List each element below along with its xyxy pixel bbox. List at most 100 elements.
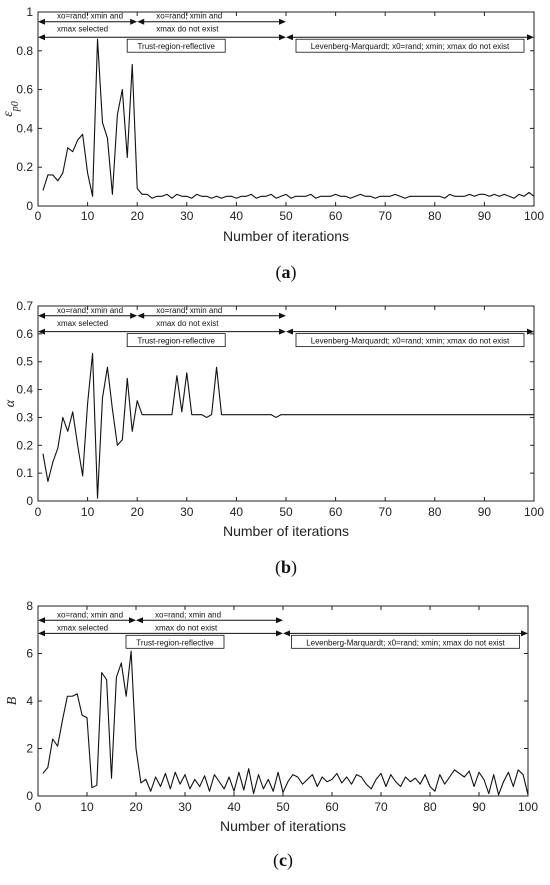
phase1-label-line2: xmax selected: [57, 319, 108, 328]
arrow-phase2-head-left: [136, 617, 143, 624]
phase2-label-line2: xmax do not exist: [155, 623, 218, 632]
chart-caption: (b): [275, 557, 297, 578]
phase1-label-line1: xo=rand; xmin and: [57, 306, 123, 315]
series-line: [42, 650, 529, 796]
y-tick-label: 0.4: [16, 121, 33, 135]
y-tick-label: 0.1: [16, 466, 33, 480]
y-tick-label: 0.2: [16, 438, 33, 452]
x-tick-label: 70: [379, 505, 393, 519]
phase2-label-line2: xmax do not exist: [156, 319, 219, 328]
arrow-phase3-head-left: [38, 34, 45, 41]
x-tick-label: 0: [35, 505, 42, 519]
phase2-label-line1: xo=rand; xmin and: [156, 306, 222, 315]
phase4-label: Levenberg-Marquardt; x0=rand; xmin; xmax…: [311, 337, 510, 346]
caption-paren-open: (: [276, 262, 282, 283]
y-tick-label: 0.4: [16, 383, 33, 397]
arrow-phase3-head-left: [38, 630, 45, 637]
y-axis-label-main: ε: [1, 111, 16, 117]
series-line: [42, 38, 535, 199]
x-tick-label: 90: [472, 800, 486, 814]
x-tick-label: 30: [180, 505, 194, 519]
arrow-phase2-head-right: [279, 18, 286, 25]
arrow-phase3-head-right: [279, 34, 286, 41]
phase1-label-line2: xmax selected: [57, 25, 108, 34]
arrow-phase1-head-right: [130, 18, 138, 25]
x-tick-label: 80: [423, 800, 437, 814]
x-tick-label: 20: [131, 505, 145, 519]
y-tick-label: 0: [26, 199, 33, 213]
arrow-phase4-head-left: [286, 328, 293, 335]
phase1-label-line1: xo=rand; xmin and: [57, 12, 123, 21]
caption-letter: c: [279, 850, 287, 870]
caption-letter: b: [281, 557, 291, 577]
x-tick-label: 10: [81, 505, 95, 519]
y-tick-label: 0: [26, 789, 33, 803]
x-tick-label: 30: [178, 800, 192, 814]
x-tick-label: 40: [227, 800, 241, 814]
phase2-label-line2: xmax do not exist: [156, 25, 219, 34]
arrow-phase3-head-left: [38, 328, 45, 335]
x-tick-label: 80: [428, 505, 442, 519]
phase3-label: Trust-region-reflective: [136, 638, 214, 647]
arrow-phase3-head-right: [279, 328, 286, 335]
y-tick-label: 0.8: [16, 44, 33, 58]
x-tick-label: 80: [428, 209, 442, 223]
phase1-label-line1: xo=rand; xmin and: [57, 610, 123, 619]
caption-paren-open: (: [275, 557, 281, 578]
x-tick-label: 20: [131, 209, 145, 223]
x-tick-label: 70: [374, 800, 388, 814]
x-tick-label: 70: [379, 209, 393, 223]
x-tick-label: 90: [478, 209, 492, 223]
caption-letter: a: [282, 262, 291, 282]
phase4-label-box: [295, 333, 525, 348]
arrow-phase1-head-right: [130, 312, 138, 319]
arrow-phase4-head-left: [286, 34, 293, 41]
x-tick-label: 20: [129, 800, 143, 814]
y-tick-label: 0.6: [16, 327, 33, 341]
x-tick-label: 60: [329, 505, 343, 519]
x-tick-label: 0: [35, 209, 42, 223]
y-axis-label: α: [3, 399, 18, 407]
x-tick-label: 50: [279, 505, 293, 519]
phase1-label-line2: xmax selected: [57, 623, 108, 632]
phase3-label: Trust-region-reflective: [137, 42, 215, 51]
x-axis-label: Number of iterations: [220, 818, 346, 834]
x-tick-label: 60: [325, 800, 339, 814]
chart-c: 0 10 20 30 40 50 60 70 80 90 100 0 2 4 6 8 Number of ite…: [5, 599, 538, 871]
phase4-label: Levenberg-Marquardt; x0=rand; xmin; xmax…: [306, 638, 505, 647]
x-tick-label: 90: [478, 505, 492, 519]
x-tick-label: 10: [81, 209, 95, 223]
y-tick-label: 0.2: [16, 160, 33, 174]
x-tick-label: 40: [230, 505, 244, 519]
y-axis-label-main: B: [5, 696, 20, 705]
phase3-label-box: [126, 333, 226, 348]
arrow-phase2-head-left: [137, 18, 145, 25]
arrow-phase1-head-right: [129, 617, 136, 624]
arrow-phase4-head-right: [527, 328, 534, 335]
y-axis-label-sub: p0: [10, 101, 21, 112]
caption-paren-close: ): [291, 557, 297, 578]
chart-b: 0 10 20 30 40 50 60 70 80 90 100 0 0.1 0.2 0.3 0.4 0.5 0.…: [3, 299, 544, 578]
chart-caption: (c): [273, 850, 293, 871]
x-tick-label: 10: [80, 800, 94, 814]
caption-paren-open: (: [273, 850, 279, 871]
chart-a: 0 10 20 30 40 50 60 70 80 90 100 0 0.2 0.4 0.6 0.8 1 Numb…: [1, 5, 544, 283]
arrow-phase2-head-right: [279, 312, 286, 319]
y-tick-label: 8: [26, 599, 33, 613]
arrow-phase4-head-left: [283, 630, 290, 637]
y-tick-label: 0.6: [16, 83, 33, 97]
arrow-phase4-head-right: [521, 630, 528, 637]
x-tick-label: 100: [524, 505, 544, 519]
x-tick-label: 30: [180, 209, 194, 223]
arrow-phase2-head-left: [137, 312, 145, 319]
y-tick-label: 6: [26, 647, 33, 661]
arrow-phase1-head-left: [38, 18, 45, 25]
x-tick-label: 50: [276, 800, 290, 814]
chart-caption: (a): [276, 262, 297, 283]
caption-paren-close: ): [287, 850, 293, 871]
arrow-phase2-head-right: [276, 617, 283, 624]
x-tick-label: 50: [279, 209, 293, 223]
x-axis-label: Number of iterations: [223, 523, 349, 539]
arrow-phase1-head-left: [38, 617, 45, 624]
